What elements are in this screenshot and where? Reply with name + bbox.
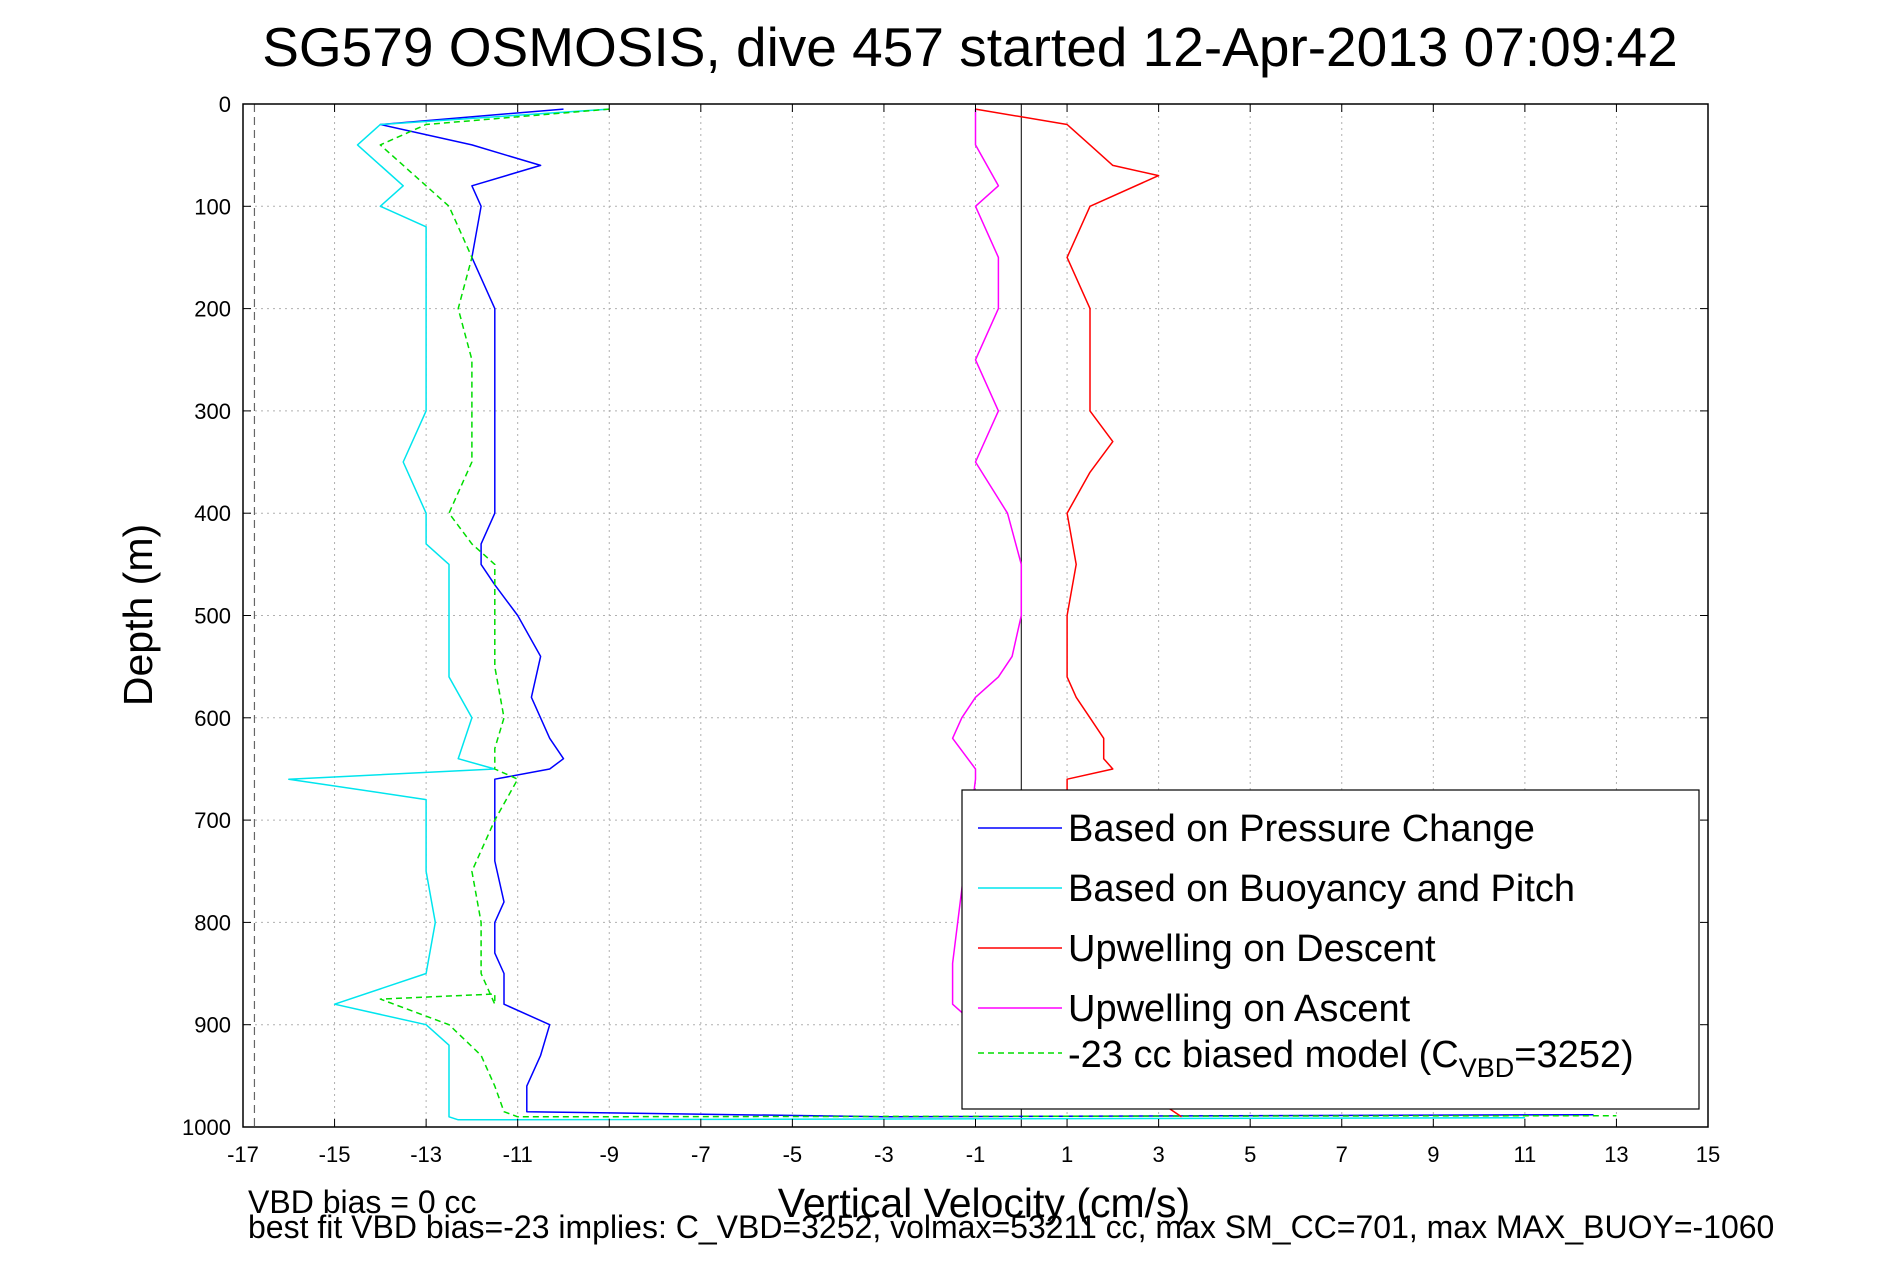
y-axis-label: Depth (m) [115,524,161,706]
x-axis-label: Vertical Velocity (cm/s) [778,1180,1190,1226]
legend: Based on Pressure Change Based on Buoyanc… [961,789,1700,1110]
legend-box [961,789,1700,1110]
y-tick-label: 600 [194,706,231,731]
legend-label-biased-model: -23 cc biased model (CVBD=3252) [1068,1034,1634,1083]
legend-label-2: Upwelling on Descent [1068,928,1436,970]
x-tick-label: 3 [1153,1142,1165,1167]
y-tick-label: 0 [219,92,231,117]
y-tick-label: 800 [194,910,231,935]
y-tick-label: 1000 [182,1115,231,1140]
legend-label-biased-model-suffix: =3252) [1514,1034,1633,1076]
x-tick-label: 11 [1513,1142,1536,1167]
series-layer [253,104,1617,1127]
x-tick-label: 13 [1604,1142,1628,1167]
x-tick-label: 7 [1336,1142,1348,1167]
x-tick-label: 5 [1244,1142,1256,1167]
y-tick-label: 100 [194,194,231,219]
x-tick-label: -13 [410,1142,442,1167]
x-tick-label: 9 [1427,1142,1439,1167]
x-tick-label: -1 [966,1142,986,1167]
footer-line-2: best fit VBD bias=-23 implies: C_VBD=325… [248,1209,1774,1245]
legend-entries: Based on Pressure Change Based on Buoyanc… [978,808,1575,1030]
x-tick-label: -5 [783,1142,803,1167]
y-tick-label: 900 [194,1013,231,1038]
chart-title: SG579 OSMOSIS, dive 457 started 12-Apr-2… [262,16,1678,78]
x-tick-label: -15 [319,1142,351,1167]
legend-label-0: Based on Pressure Change [1068,808,1535,850]
series-line-2 [975,108,1182,1118]
y-tick-label: 500 [194,604,231,629]
x-tick-label: -11 [503,1142,533,1167]
x-tick-label: 15 [1696,1142,1720,1167]
legend-label-3: Upwelling on Ascent [1068,988,1411,1030]
footer-line-1: VBD bias = 0 cc [248,1184,477,1220]
y-tick-label: 400 [194,501,231,526]
y-tick-label: 700 [194,808,231,833]
x-ticks: -17 -15 -13 -11 -9 -7 -5 -3 -1 1 3 5 7 9 11 13 15 [227,104,1720,1167]
series-line-0 [379,108,1594,1118]
x-tick-label: -17 [227,1142,259,1167]
x-tick-label: 1 [1061,1142,1073,1167]
y-tick-label: 300 [194,399,231,424]
series-line-1 [288,108,1525,1121]
x-tick-label: -3 [874,1142,894,1167]
x-tick-label: -7 [691,1142,711,1167]
series-line-4 [379,108,1617,1118]
y-ticks: 0 100 200 300 400 500 600 700 800 900 1000 [182,92,1708,1140]
x-tick-label: -9 [599,1142,619,1167]
series-line-3 [951,109,1023,1026]
y-tick-label: 200 [194,297,231,322]
legend-label-1: Based on Buoyancy and Pitch [1068,868,1575,910]
legend-label-biased-model-sub: VBD [1459,1053,1515,1083]
legend-label-biased-model-prefix: -23 cc biased model (C [1068,1034,1459,1076]
